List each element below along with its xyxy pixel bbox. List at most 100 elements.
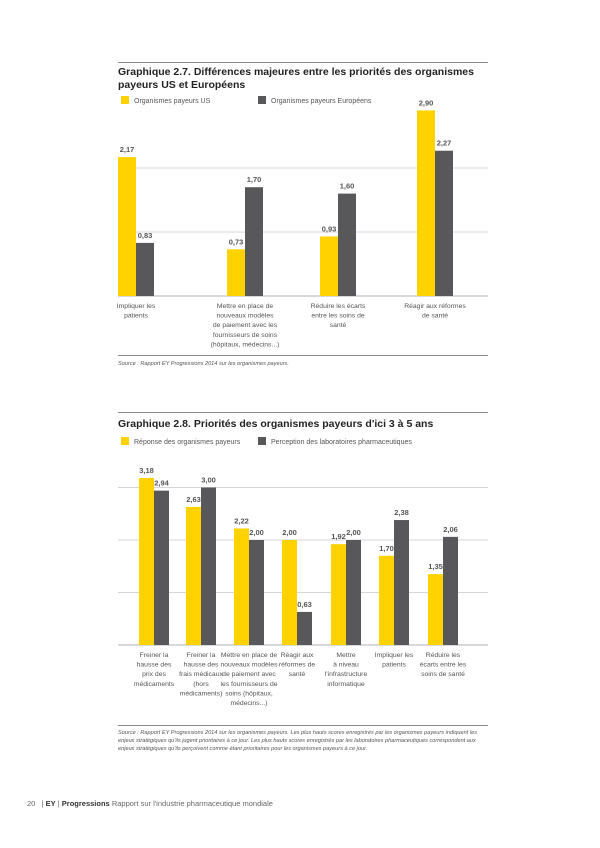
bottom-rule-2 — [118, 725, 488, 726]
top-rule-2 — [118, 412, 488, 413]
bottom-rule-1 — [118, 355, 488, 356]
bar — [154, 490, 169, 645]
legend-swatch — [258, 96, 266, 104]
bar — [227, 249, 245, 296]
category-label: hausse des — [184, 662, 219, 669]
category-label: santé — [289, 671, 306, 678]
legend-label: Organismes payeurs US — [134, 98, 211, 105]
category-label: médecins...) — [230, 700, 267, 707]
category-label: fournisseurs de soins — [213, 332, 278, 339]
data-label: 1,70 — [379, 544, 394, 553]
category-label: frais médicaux — [179, 671, 223, 678]
bar — [417, 110, 435, 297]
data-label: 0,73 — [229, 237, 244, 246]
data-label: 0,63 — [297, 600, 312, 609]
category-label: (hôpitaux, médecins...) — [211, 341, 280, 348]
legend-swatch — [121, 96, 129, 104]
bar — [282, 540, 297, 645]
legend-swatch — [121, 437, 129, 445]
category-label: Mettre en place de — [217, 303, 274, 310]
category-label: Réagir aux réformes — [404, 303, 466, 310]
bar — [249, 540, 264, 645]
category-label: de paiement avec les — [213, 322, 278, 329]
category-label: de paiement avec — [222, 671, 276, 678]
footer: 20 | EY | Progressions Rapport sur l'ind… — [27, 799, 273, 808]
category-label: nouveaux modèles — [216, 313, 274, 320]
top-rule-1 — [118, 62, 488, 63]
chart1-title: Graphique 2.7. Différences majeures entr… — [118, 66, 474, 91]
chart2-source: Source : Rapport EY Progressions 2014 su… — [118, 730, 478, 752]
data-label: 1,35 — [428, 562, 443, 571]
data-label: 1,60 — [340, 182, 355, 191]
page-number: 20 — [27, 799, 36, 808]
chart2-title: Graphique 2.8. Priorités des organismes … — [118, 418, 434, 430]
data-label: 0,83 — [138, 231, 153, 240]
bar — [245, 187, 263, 296]
bar — [346, 540, 361, 645]
data-label: 2,00 — [346, 528, 361, 537]
category-label: les fournisseurs de — [220, 681, 277, 688]
legend-label: Perception des laboratoires pharmaceutiq… — [271, 439, 412, 446]
data-label: 2,94 — [154, 479, 169, 488]
legend-label: Réponse des organismes payeurs — [134, 439, 241, 446]
category-label: Mettre en place de — [221, 652, 278, 659]
category-label: l'infrastructure — [325, 671, 368, 678]
category-label: Impliquer les — [117, 303, 156, 310]
data-label: 2,38 — [394, 508, 409, 517]
category-label: Freiner la — [187, 652, 216, 659]
footer-brand: EY — [45, 799, 56, 808]
data-label: 2,00 — [282, 528, 297, 537]
category-label: réformes de — [279, 662, 315, 669]
data-label: 0,93 — [322, 224, 337, 233]
category-label: patients — [382, 662, 406, 669]
data-label: 2,27 — [437, 139, 452, 148]
bar — [394, 520, 409, 645]
footer-text: Rapport sur l'industrie pharmaceutique m… — [111, 799, 273, 808]
category-label: Impliquer les — [375, 652, 414, 659]
category-label: soins (hôpitaux, — [225, 690, 273, 697]
category-label: prix des — [142, 671, 166, 678]
legend-label: Organismes payeurs Européens — [271, 98, 372, 105]
category-label: nouveaux modèles — [220, 662, 278, 669]
data-label: 2,63 — [186, 495, 201, 504]
data-label: 2,00 — [249, 528, 264, 537]
legend-swatch — [258, 437, 266, 445]
bar — [428, 574, 443, 645]
data-label: 2,17 — [120, 145, 135, 154]
bar — [118, 157, 136, 296]
chart1-source: Source : Rapport EY Progressions 2014 su… — [118, 361, 289, 367]
category-label: Freiner la — [140, 652, 169, 659]
bar — [331, 544, 346, 645]
bar — [201, 487, 216, 645]
category-label: médicaments — [134, 681, 175, 688]
data-label: 2,22 — [234, 516, 249, 525]
data-label: 3,18 — [139, 466, 154, 475]
category-label: Réagir aux — [281, 652, 314, 659]
data-label: 2,06 — [443, 525, 458, 534]
bar — [186, 506, 201, 645]
category-label: soins de santé — [421, 671, 465, 678]
bar — [338, 193, 356, 296]
category-label: santé — [330, 322, 347, 329]
data-label: 1,70 — [247, 175, 262, 184]
bar — [320, 236, 338, 296]
data-label: 2,90 — [419, 98, 434, 107]
category-label: Réduire les — [426, 652, 461, 659]
bar — [435, 150, 453, 296]
footer-series: Progressions — [61, 799, 110, 808]
bar — [234, 528, 249, 645]
bar — [443, 536, 458, 645]
data-label: 1,92 — [331, 532, 346, 541]
category-label: entre les soins de — [311, 313, 364, 320]
bar — [379, 555, 394, 645]
category-label: informatique — [327, 681, 365, 688]
data-label: 3,00 — [201, 476, 216, 485]
category-label: Réduire les écarts — [311, 303, 366, 310]
category-label: hausse des — [137, 662, 172, 669]
category-label: de santé — [422, 313, 448, 320]
category-label: patients — [124, 313, 148, 320]
category-label: médicaments) — [180, 690, 223, 697]
category-label: à niveau — [333, 662, 359, 669]
